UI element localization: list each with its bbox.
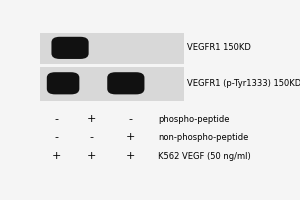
Text: +: +: [86, 151, 96, 161]
Bar: [40, 67, 184, 101]
Text: +: +: [86, 114, 96, 124]
FancyBboxPatch shape: [47, 72, 79, 94]
Text: phospho-peptide: phospho-peptide: [158, 115, 230, 124]
Text: VEGFR1 150KD: VEGFR1 150KD: [188, 43, 251, 52]
Text: +: +: [51, 151, 61, 161]
FancyBboxPatch shape: [52, 37, 89, 59]
Text: -: -: [128, 114, 133, 124]
Text: K562 VEGF (50 ng/ml): K562 VEGF (50 ng/ml): [158, 152, 251, 161]
Bar: [40, 33, 184, 64]
Text: VEGFR1 (p-Tyr1333) 150KD: VEGFR1 (p-Tyr1333) 150KD: [188, 79, 300, 88]
Text: -: -: [89, 132, 93, 142]
FancyBboxPatch shape: [107, 72, 145, 94]
Text: non-phospho-peptide: non-phospho-peptide: [158, 133, 249, 142]
Text: +: +: [126, 132, 135, 142]
Text: -: -: [54, 114, 58, 124]
Text: +: +: [126, 151, 135, 161]
Text: -: -: [54, 132, 58, 142]
